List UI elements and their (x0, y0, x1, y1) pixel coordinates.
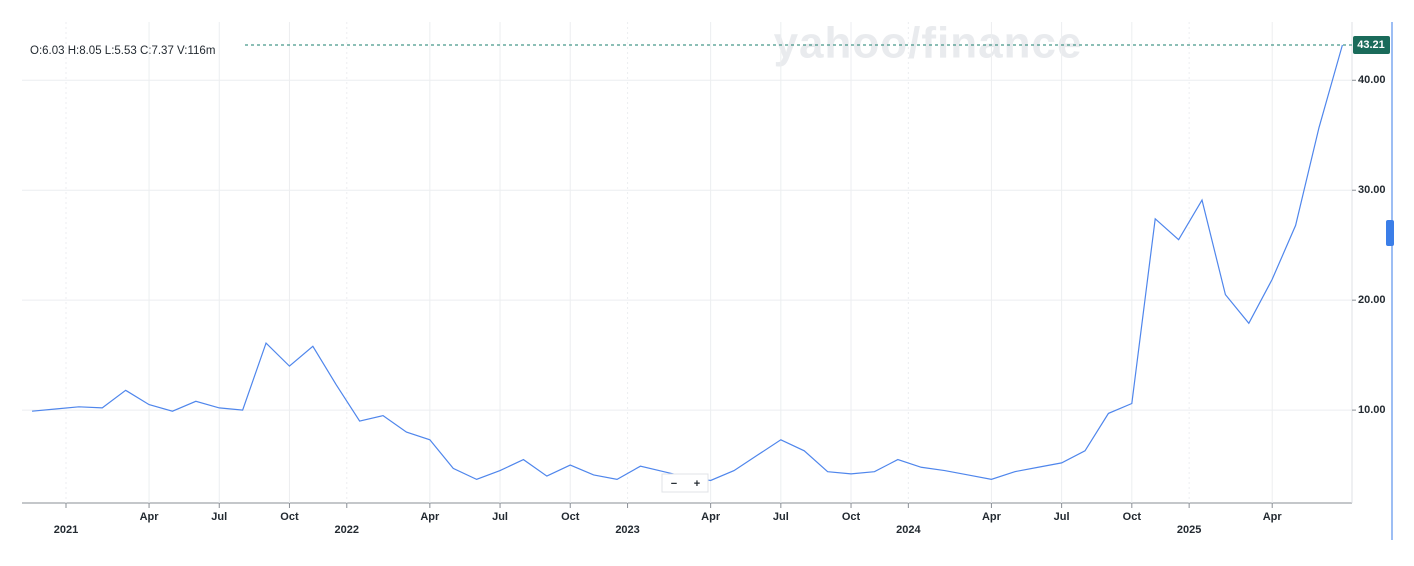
x-tick-label: 2021 (54, 524, 78, 536)
y-tick-label: 20.00 (1358, 294, 1386, 306)
x-tick-label: 2022 (335, 524, 359, 536)
x-tick-label: Oct (561, 511, 580, 523)
panel-toggle[interactable] (1386, 220, 1394, 246)
x-tick-label: Jul (492, 511, 508, 523)
x-tick-label: Oct (1123, 511, 1142, 523)
zoom-button[interactable]: + (694, 478, 700, 490)
x-tick-label: Apr (140, 511, 160, 523)
x-tick-label: Oct (280, 511, 299, 523)
x-tick-label: Oct (842, 511, 861, 523)
zoom-bar (661, 473, 709, 493)
y-tick-label: 40.00 (1358, 74, 1386, 86)
y-tick-label: 30.00 (1358, 184, 1386, 196)
x-tick-label: 2024 (896, 524, 921, 536)
current-price-tag-bg (1353, 35, 1390, 54)
x-tick-label: Apr (420, 511, 440, 523)
x-tick-label: Apr (982, 511, 1002, 523)
price-line (32, 44, 1343, 482)
x-tick-label: Jul (211, 511, 227, 523)
x-tick-label: Apr (701, 511, 721, 523)
ohlc-readout: O:6.03 H:8.05 L:5.53 C:7.37 V:116m (30, 45, 215, 57)
current-price-tag: 43.21 (1357, 39, 1385, 51)
x-tick-label: Jul (1054, 511, 1070, 523)
x-tick-label: 2023 (615, 524, 639, 536)
x-tick-label: 2025 (1177, 524, 1201, 536)
x-tick-label: Jul (773, 511, 789, 523)
x-tick-label: Apr (1263, 511, 1283, 523)
watermark: yahoo/finance (774, 19, 1083, 68)
y-tick-label: 10.00 (1358, 404, 1386, 416)
zoom-button[interactable]: − (671, 478, 677, 490)
